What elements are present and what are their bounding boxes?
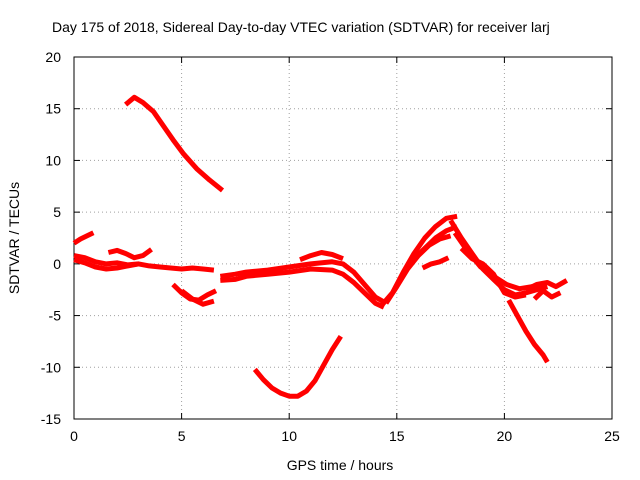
y-tick-label: -10 [41,359,61,375]
series-line-rise-d [421,255,450,271]
x-tick-label: 0 [70,428,78,444]
series-line-early-high [72,230,95,246]
series-line-early-a [73,253,215,273]
series-line-mid-b [220,266,385,310]
x-axis-label: GPS time / hours [287,457,394,473]
y-tick-label: 15 [45,101,61,117]
y-tick-label: 0 [53,256,61,272]
plot-frame [73,56,613,420]
x-tick-label: 20 [497,428,513,444]
y-tick-label: 20 [45,49,61,65]
x-tick-label: 10 [281,428,297,444]
series-line-arc-high [123,94,225,193]
y-axis-label: SDTVAR / TECUs [6,182,22,294]
y-tick-label: 5 [53,204,61,220]
series-line-rise-c [412,224,459,261]
series-line-end-a [524,278,569,292]
series-group [72,94,569,399]
x-tick-label: 5 [178,428,186,444]
series-line-fall-c [459,246,527,300]
axis-ticks: 0 5 10 15 20 25 -15 -10 -5 0 5 10 15 20 [41,49,620,444]
series-line-dip-b [180,288,215,307]
chart-title: Day 175 of 2018, Sidereal Day-to-day VTE… [52,19,550,35]
series-line-arc-low [252,334,343,399]
series-line-mid-c [299,250,344,263]
x-tick-label: 25 [604,428,620,444]
series-line-early-b [73,257,140,272]
y-tick-label: -5 [49,308,62,324]
y-tick-label: -15 [41,411,61,427]
series-line-end-b [532,288,562,301]
series-line-tail [506,298,550,364]
series-line-early-c [107,247,153,261]
y-tick-label: 10 [45,152,61,168]
x-tick-label: 15 [389,428,405,444]
series-line-mid-a [219,259,388,306]
